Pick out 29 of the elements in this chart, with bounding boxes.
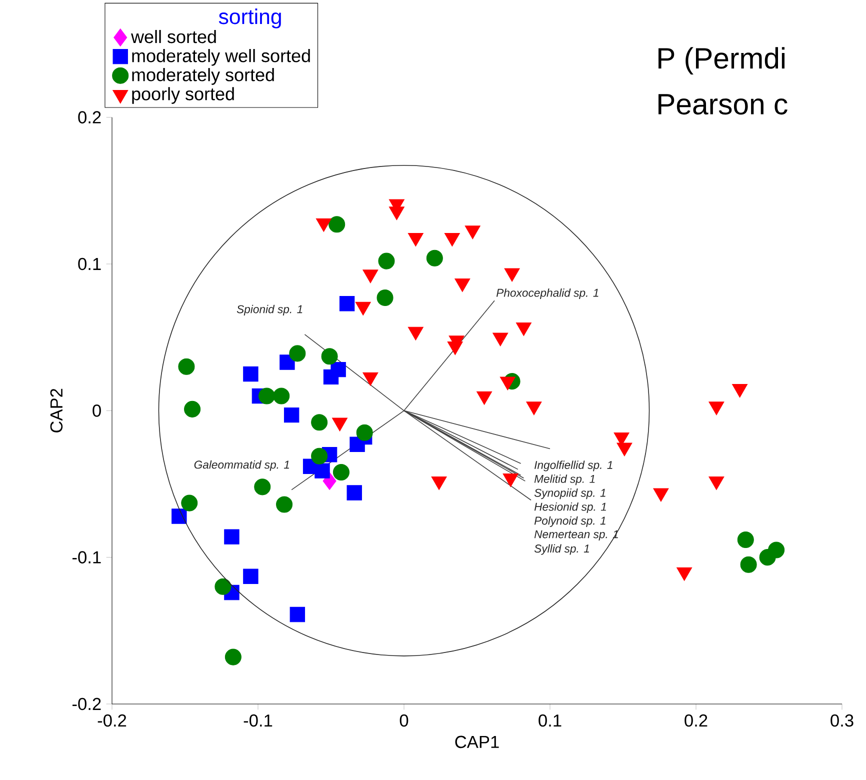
y-tick-label: 0.2 (78, 111, 101, 124)
annotation: Spionid sp. 1 (236, 304, 302, 316)
x-axis-title: CAP1 (455, 736, 499, 748)
legend-label: moderately sorted (132, 68, 274, 85)
legend-label: well sorted (131, 30, 216, 44)
x-tick-label: -0.2 (98, 714, 126, 727)
y-tick-label: 0.1 (78, 258, 101, 270)
x-tick-label: 0.3 (830, 714, 854, 727)
chart-subtitle: Pearson c (658, 94, 788, 115)
annotation: Synopiid sp. 1 (534, 488, 606, 500)
y-tick-label: 0 (92, 404, 101, 417)
annotation: Galeommatid sp. 1 (194, 460, 290, 471)
annotation: Phoxocephalid sp. 1 (496, 288, 598, 300)
chart-title: P (Permdi (658, 47, 784, 75)
legend-label: poorly sorted (132, 87, 234, 104)
legend-label: moderately well sorted (132, 49, 310, 66)
legend-title: sorting (218, 8, 281, 28)
annotation: Polynoid sp. 1 (534, 516, 606, 527)
y-axis-title: CAP2 (50, 388, 63, 432)
y-tick-label: -0.1 (72, 551, 101, 564)
x-tick-label: 0.2 (684, 714, 708, 727)
x-tick-label: 0.1 (538, 714, 562, 727)
annotation: Melitid sp. 1 (534, 474, 595, 486)
y-tick-label: -0.2 (72, 698, 101, 710)
annotation: Hesionid sp. 1 (534, 502, 606, 514)
x-tick-label: 0 (400, 714, 408, 727)
x-tick-label: -0.1 (244, 714, 272, 727)
annotation: Ingolfiellid sp. 1 (534, 460, 612, 472)
annotation: Syllid sp. 1 (534, 544, 589, 555)
